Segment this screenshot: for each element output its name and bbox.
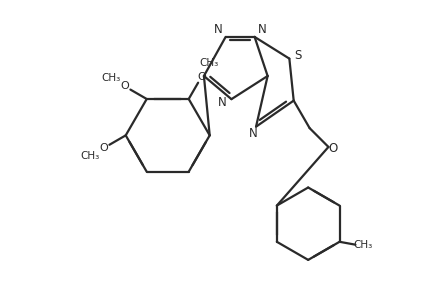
Text: CH₃: CH₃ <box>101 73 120 84</box>
Text: O: O <box>327 142 337 155</box>
Text: N: N <box>257 23 266 36</box>
Text: CH₃: CH₃ <box>353 240 372 250</box>
Text: CH₃: CH₃ <box>80 151 99 161</box>
Text: O: O <box>197 72 205 82</box>
Text: N: N <box>214 23 222 36</box>
Text: S: S <box>293 49 301 62</box>
Text: O: O <box>99 143 108 153</box>
Text: N: N <box>218 95 227 109</box>
Text: O: O <box>120 81 129 91</box>
Text: N: N <box>248 127 257 141</box>
Text: CH₃: CH₃ <box>199 58 218 68</box>
